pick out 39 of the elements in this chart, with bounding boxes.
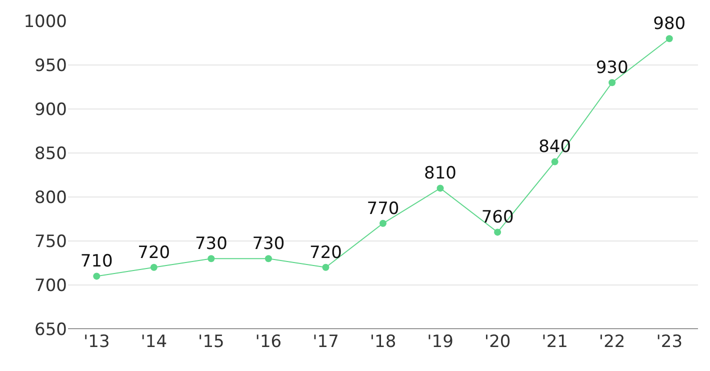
point [494,228,502,236]
point [208,255,215,262]
data-label: 720 [310,242,342,263]
x-tick-label: '16 [255,332,282,352]
data-label: 720 [138,242,170,263]
point [322,264,330,271]
point [264,255,272,262]
point [150,264,158,271]
x-tick-label: '15 [198,332,224,352]
y-tick-label: 750 [34,232,67,252]
data-label: 810 [424,164,456,184]
y-tick-label: 650 [34,320,67,340]
x-tick-label: '14 [140,332,168,352]
y-tick-label: 950 [34,56,67,76]
x-tick-label: '23 [656,332,683,352]
y-tick-label: 850 [34,144,67,164]
point [608,79,616,86]
x-tick-label: '13 [83,332,110,352]
x-tick-label: '19 [427,332,454,352]
data-label: 770 [366,198,400,219]
x-tick-label: '22 [598,332,626,352]
point [551,158,558,166]
data-label: 710 [80,252,113,272]
data-label: 980 [653,14,686,34]
y-tick-label: 700 [34,276,67,296]
x-tick-label: '18 [370,332,396,352]
x-tick-label: '21 [542,332,568,352]
point [436,184,444,192]
point [380,220,386,227]
x-tick-label: '20 [484,332,511,352]
data-label: 730 [252,234,285,254]
point [666,35,673,42]
x-tick-label: '17 [312,332,339,352]
point [93,272,100,280]
data-label: 930 [596,58,628,78]
y-tick-label: 800 [34,188,67,208]
y-tick-label: 1000 [24,12,67,32]
data-label: 730 [194,234,228,254]
y-tick-label: 900 [34,100,67,120]
